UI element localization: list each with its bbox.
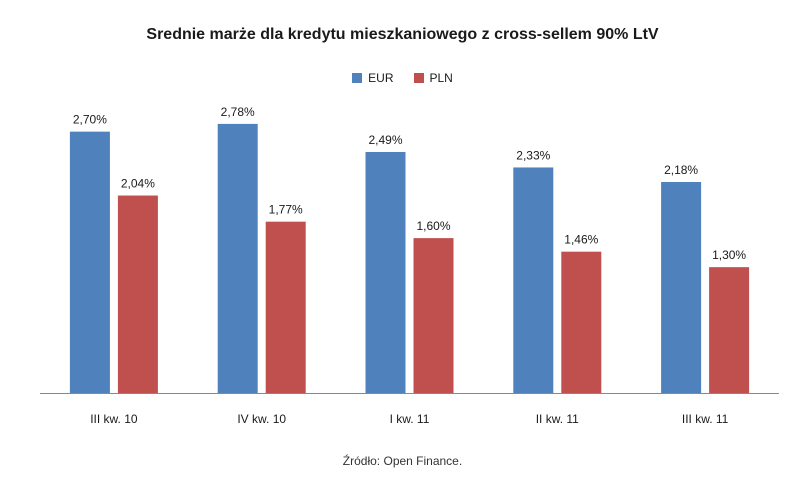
legend-swatch-pln: [413, 73, 424, 83]
x-tick-label-2: I kw. 11: [390, 412, 430, 426]
x-tick-label-0: III kw. 10: [90, 412, 138, 426]
x-tick-label-3: II kw. 11: [536, 412, 579, 426]
bar-pln-0: [117, 195, 158, 393]
data-label-pln-4: 1,30%: [712, 248, 746, 262]
x-tick-label-4: III kw. 11: [682, 412, 729, 426]
data-label-eur-1: 2,78%: [221, 105, 255, 119]
data-label-eur-4: 2,18%: [664, 163, 698, 177]
data-label-pln-1: 1,77%: [269, 203, 303, 217]
data-label-eur-0: 2,70%: [73, 113, 107, 127]
bar-eur-1: [217, 123, 258, 394]
bar-pln-4: [709, 267, 750, 393]
legend: EUR PLN: [0, 71, 805, 85]
x-tick-label-1: IV kw. 10: [237, 412, 286, 426]
bar-pln-3: [561, 251, 602, 393]
bar-eur-4: [661, 181, 702, 393]
data-label-pln-0: 2,04%: [121, 177, 155, 191]
data-label-pln-2: 1,60%: [416, 219, 450, 233]
bar-pln-2: [413, 238, 454, 393]
source-note: Źródło: Open Finance.: [342, 454, 463, 468]
bar-pln-1: [265, 221, 306, 393]
legend-item-eur: EUR: [352, 71, 394, 85]
bar-eur-0: [69, 131, 110, 393]
data-label-eur-3: 2,33%: [516, 148, 550, 162]
data-label-eur-2: 2,49%: [368, 133, 402, 147]
chart-title: Srednie marże dla kredytu mieszkaniowego…: [146, 26, 659, 43]
legend-label-pln: PLN: [429, 71, 453, 85]
legend-swatch-eur: [352, 73, 363, 83]
legend-item-pln: PLN: [413, 71, 453, 85]
bar-eur-2: [365, 151, 406, 393]
bar-eur-3: [513, 167, 554, 393]
legend-label-eur: EUR: [368, 71, 394, 85]
data-label-pln-3: 1,46%: [564, 233, 598, 247]
